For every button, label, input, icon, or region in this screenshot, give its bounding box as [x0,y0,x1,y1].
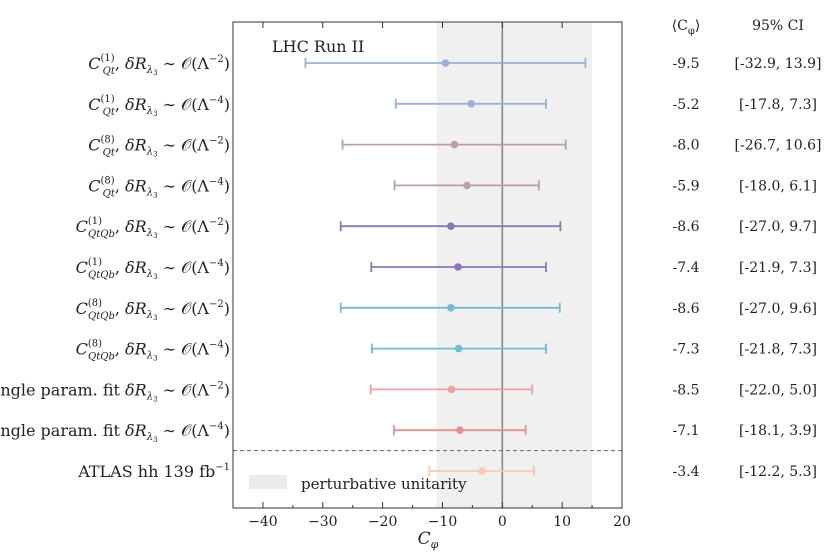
ci-column-header: 95% CI [752,18,804,34]
data-row: -8.5 [-22.0, 5.0] single param. fit δRλ3 ∼… [0,380,817,403]
mean-value: -8.0 [673,138,700,154]
ci-value: [-26.7, 10.6] [735,138,822,154]
data-row: -7.3 [-21.8, 7.3] C(8) QtQb, δRλ3 ∼ 𝒪(Λ−4) [76,339,817,363]
mean-value: -8.6 [673,219,700,235]
ci-value: [-17.8, 7.3] [739,97,817,113]
ci-value: [-21.9, 7.3] [739,260,817,276]
legend-label: perturbative unitarity [301,475,467,493]
row-label: C(8) QtQb, δRλ3 ∼ 𝒪(Λ−2) [76,298,230,322]
mean-point [478,467,486,475]
mean-point [456,426,464,435]
mean-point [447,304,455,312]
ci-value: [-12.2, 5.3] [739,464,817,480]
mean-point [447,222,455,230]
ci-value: [-27.0, 9.7] [739,219,817,235]
mean-column-header: ⟨Cφ⟩ [672,18,701,37]
mean-value: -5.2 [673,97,700,113]
x-tick-label: −20 [368,514,398,530]
row-label: C(8) Qt, δRλ3 ∼ 𝒪(Λ−2) [88,135,230,159]
ci-value: [-32.9, 13.9] [735,56,822,72]
ci-value: [-22.0, 5.0] [739,382,817,398]
mean-point [463,181,471,190]
x-tick-label: 10 [553,514,571,530]
legend-swatch [249,475,287,489]
mean-value: -7.1 [673,423,700,439]
row-label: C(1) QtQb, δRλ3 ∼ 𝒪(Λ−2) [76,216,230,240]
data-row: -8.6 [-27.0, 9.7] C(1) QtQb, δRλ3 ∼ 𝒪(Λ−2) [76,216,817,240]
mean-value: -5.9 [673,178,700,194]
x-tick-label: 20 [613,514,631,530]
data-row: -8.6 [-27.0, 9.6] C(8) QtQb, δRλ3 ∼ 𝒪(Λ−2) [76,298,817,322]
mean-point [454,344,463,353]
row-label: C(8) QtQb, δRλ3 ∼ 𝒪(Λ−4) [76,339,230,363]
mean-value: -3.4 [673,464,700,480]
mean-value: -7.3 [673,342,700,358]
mean-point [441,59,450,67]
row-label: C(1) Qt, δRλ3 ∼ 𝒪(Λ−4) [88,94,230,118]
row-label: C(8) Qt, δRλ3 ∼ 𝒪(Λ−4) [88,175,230,199]
mean-value: -7.4 [673,260,700,276]
mean-point [450,140,459,149]
x-tick-label: 0 [498,514,507,530]
data-row: -5.9 [-18.0, 6.1] C(8) Qt, δRλ3 ∼ 𝒪(Λ−4) [88,175,817,199]
data-row: -8.0 [-26.7, 10.6] C(8) Qt, δRλ3 ∼ 𝒪(Λ−2) [88,135,821,159]
row-label: ATLAS hh 139 fb−1 [77,462,230,481]
data-row: -9.5 [-32.9, 13.9] C(1) Qt, δRλ3 ∼ 𝒪(Λ−2) [88,53,821,77]
mean-value: -8.5 [673,382,700,398]
data-row: -7.1 [-18.1, 3.9] single param. fit δRλ3 ∼… [0,421,817,444]
ci-value: [-18.0, 6.1] [739,178,817,194]
mean-point [454,263,462,271]
ci-value: [-27.0, 9.6] [739,301,817,317]
x-axis-label: Cφ [418,529,439,551]
x-tick-label: −10 [428,514,458,530]
ci-value: [-21.8, 7.3] [739,342,817,358]
mean-value: -8.6 [673,301,700,317]
row-label: single param. fit δRλ3 ∼ 𝒪(Λ−2) [0,380,230,403]
row-label: C(1) Qt, δRλ3 ∼ 𝒪(Λ−2) [88,53,230,77]
data-row: -3.4 [-12.2, 5.3] ATLAS hh 139 fb−1 [77,462,817,481]
x-tick-label: −40 [248,514,278,530]
data-row: -5.2 [-17.8, 7.3] C(1) Qt, δRλ3 ∼ 𝒪(Λ−4) [88,94,817,118]
mean-value: -9.5 [673,56,700,72]
x-tick-label: −30 [308,514,338,530]
plot-frame [232,21,623,509]
annotation-lhc-run: LHC Run II [272,37,364,56]
data-row: -7.4 [-21.9, 7.3] C(1) QtQb, δRλ3 ∼ 𝒪(Λ−4) [76,257,817,281]
mean-point [447,385,456,394]
ci-value: [-18.1, 3.9] [739,423,817,439]
row-label: C(1) QtQb, δRλ3 ∼ 𝒪(Λ−4) [76,257,230,281]
row-label: single param. fit δRλ3 ∼ 𝒪(Λ−4) [0,421,230,444]
mean-point [467,100,475,108]
